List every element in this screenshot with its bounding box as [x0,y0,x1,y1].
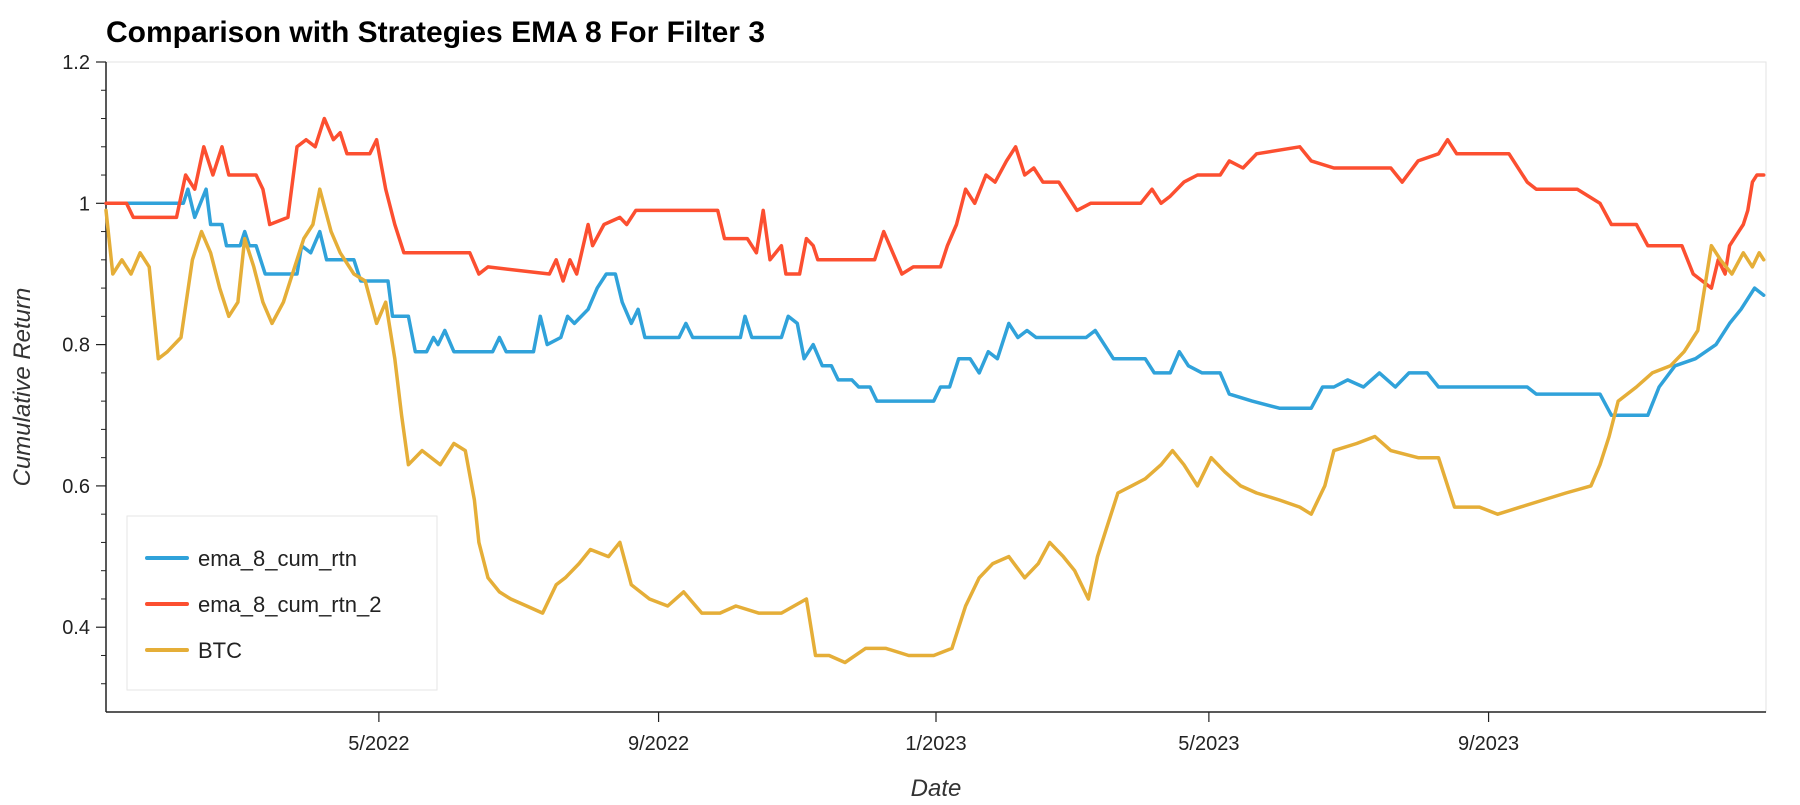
x-tick-label: 9/2023 [1458,733,1519,755]
series-line-ema-8-cum-rtn [104,187,1766,418]
x-tick-label: 9/2022 [628,733,689,755]
y-tick-label: 0.4 [62,617,90,639]
x-tick-label: 1/2023 [905,733,966,755]
y-tick-label: 1.2 [62,52,90,74]
legend: ema_8_cum_rtn ema_8_cum_rtn_2 BTC [126,515,438,691]
series-layer [104,116,1766,665]
legend-label: BTC [198,638,242,663]
series-line-btc [104,187,1766,665]
y-tick-label: 0.6 [62,476,90,498]
x-axis-label: Date [911,775,962,800]
legend-label: ema_8_cum_rtn_2 [198,592,381,617]
y-axis-label: Cumulative Return [9,288,36,487]
x-axis: 5/2022 9/2022 1/2023 5/2023 9/2023 [106,711,1766,755]
series-line-ema-8-cum-rtn-2 [104,116,1766,290]
y-axis: 0.4 0.6 0.8 1 1.2 [62,52,107,712]
x-tick-label: 5/2023 [1178,733,1239,755]
y-tick-label: 0.8 [62,335,90,357]
y-tick-label: 1 [79,193,90,215]
legend-label: ema_8_cum_rtn [198,546,357,571]
chart-title: Comparison with Strategies EMA 8 For Fil… [106,16,765,49]
x-tick-label: 5/2022 [348,733,409,755]
